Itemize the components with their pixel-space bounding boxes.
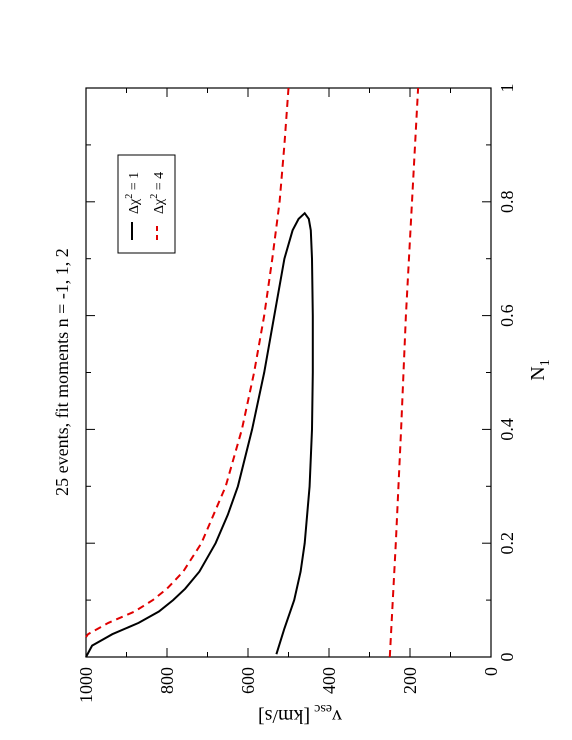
legend-label-0-suffix: = 1 <box>127 172 142 194</box>
x-axis-label: N1 <box>527 359 553 380</box>
legend-label-1-sup: 2 <box>149 194 160 199</box>
chart-title: 25 events, fit moments n = -1, 1, 2 <box>52 248 72 496</box>
x-tick-label: 0.8 <box>497 191 517 214</box>
x-tick-label: 0 <box>497 653 517 662</box>
x-axis-label-main: N <box>527 366 549 380</box>
legend-label-0-main: Δχ <box>127 198 142 214</box>
legend: Δχ2 = 1 Δχ2 = 4 <box>117 154 176 254</box>
legend-label-1-main: Δχ <box>152 198 167 214</box>
y-tick-label: 800 <box>157 667 177 694</box>
y-tick-label: 0 <box>481 667 501 676</box>
y-tick-label: 600 <box>238 667 258 694</box>
y-tick-label: 400 <box>319 667 339 694</box>
y-axis-label-unit: [km/s] <box>258 705 310 727</box>
ticks: 0 0.2 0.4 0.6 0.8 1 0 200 400 600 800 1000 <box>76 84 517 704</box>
y-axis-label: vesc [km/s] <box>258 701 342 727</box>
series-1-line-1 <box>85 87 290 638</box>
y-tick-label: 200 <box>400 667 420 694</box>
series-1-line-0 <box>388 87 420 658</box>
legend-label-0-sup: 2 <box>124 194 135 199</box>
series-layer <box>85 87 420 658</box>
x-tick-label: 1 <box>497 84 517 93</box>
y-axis-label-main: v <box>332 705 342 727</box>
legend-label-0: Δχ2 = 1 <box>124 172 142 214</box>
legend-label-1: Δχ2 = 4 <box>149 172 167 214</box>
x-tick-label: 0.6 <box>497 304 517 327</box>
legend-label-1-suffix: = 4 <box>152 172 167 194</box>
series-0-line-0 <box>85 211 314 658</box>
x-tick-label: 0.2 <box>497 532 517 555</box>
legend-box <box>117 154 176 254</box>
y-axis-label-sub: esc <box>314 701 332 716</box>
y-tick-label: 1000 <box>76 667 96 703</box>
x-axis-label-sub: 1 <box>538 359 553 366</box>
x-tick-label: 0.4 <box>497 418 517 441</box>
